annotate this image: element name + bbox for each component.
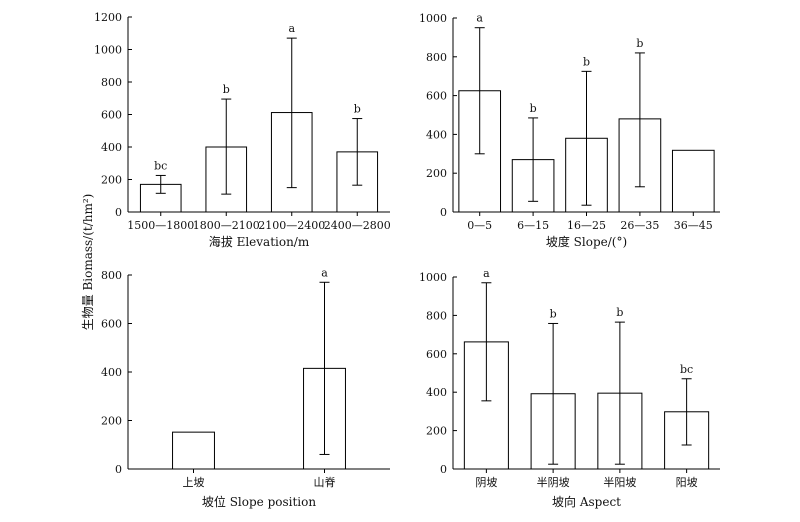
x-tick-label: 26—35	[620, 219, 659, 232]
y-axis-label: 生物量 Biomass/(t/hm²)	[81, 194, 95, 331]
y-tick-label: 600	[426, 348, 447, 361]
x-axis-label: 坡度 Slope/(°)	[546, 234, 627, 249]
significance-letter: bc	[680, 363, 693, 376]
x-tick-label: 1500—1800	[127, 219, 194, 232]
x-tick-label: 0—5	[467, 219, 492, 232]
y-tick-label: 1000	[94, 44, 122, 57]
panel-1: 0 200 400 600 800 1000 1200 bc 1500—1800 b 1800—21…	[94, 11, 391, 249]
x-tick-label: 36—45	[674, 219, 713, 232]
significance-letter: b	[616, 306, 623, 319]
y-tick-label: 800	[101, 76, 122, 89]
x-tick-label: 1800—2100	[193, 219, 260, 232]
x-axis-label: 坡位 Slope position	[202, 494, 316, 509]
significance-letter: b	[223, 83, 230, 96]
y-tick-label: 200	[426, 425, 447, 438]
y-tick-label: 0	[115, 206, 122, 219]
y-tick-label: 600	[101, 109, 122, 122]
chart-panels: 0 200 400 600 800 1000 1200 bc 1500—1800 b 1800—21…	[94, 11, 720, 509]
y-tick-label: 200	[101, 415, 122, 428]
x-tick-label: 阴坡	[475, 476, 497, 489]
y-tick-label: 400	[101, 141, 122, 154]
significance-letter: b	[550, 307, 557, 320]
y-tick-label: 800	[426, 309, 447, 322]
x-tick-label: 半阴坡	[537, 475, 570, 489]
bar	[172, 431, 215, 470]
significance-letter: a	[321, 266, 328, 279]
x-tick-label: 6—15	[517, 219, 549, 232]
x-tick-label: 上坡	[183, 476, 205, 489]
x-tick-label: 山脊	[314, 475, 336, 489]
x-tick-label: 阳坡	[676, 476, 698, 489]
y-tick-label: 0	[440, 206, 447, 219]
y-tick-label: 1000	[419, 271, 447, 284]
y-tick-label: 600	[101, 318, 122, 331]
x-tick-label: 半阳坡	[603, 475, 636, 489]
x-tick-label: 16—25	[567, 219, 606, 232]
y-tick-label: 400	[426, 128, 447, 141]
x-tick-label: 2400—2800	[324, 219, 391, 232]
y-tick-label: 1200	[94, 11, 122, 24]
x-tick-label: 2100—2400	[258, 219, 325, 232]
y-tick-label: 800	[426, 51, 447, 64]
significance-letter: b	[530, 102, 537, 115]
y-tick-label: 200	[101, 174, 122, 187]
y-tick-label: 1000	[419, 12, 447, 25]
significance-letter: b	[636, 37, 643, 50]
y-tick-label: 0	[440, 463, 447, 476]
y-tick-label: 400	[426, 386, 447, 399]
significance-letter: bc	[154, 159, 167, 172]
significance-letter: a	[483, 267, 490, 280]
bar	[671, 149, 715, 213]
y-tick-label: 200	[426, 167, 447, 180]
x-axis-label: 海拔 Elevation/m	[209, 234, 310, 249]
panel-2: 0 200 400 600 800 1000 a 0—5 b 6—15 b 16—25 b 26—35 36…	[419, 12, 720, 249]
significance-letter: b	[354, 103, 361, 116]
significance-letter: b	[583, 55, 590, 68]
y-tick-label: 400	[101, 366, 122, 379]
y-tick-label: 600	[426, 90, 447, 103]
significance-letter: a	[288, 22, 295, 35]
y-tick-label: 800	[101, 269, 122, 282]
x-axis-label: 坡向 Aspect	[552, 494, 621, 509]
significance-letter: a	[476, 12, 483, 25]
y-tick-label: 0	[115, 463, 122, 476]
